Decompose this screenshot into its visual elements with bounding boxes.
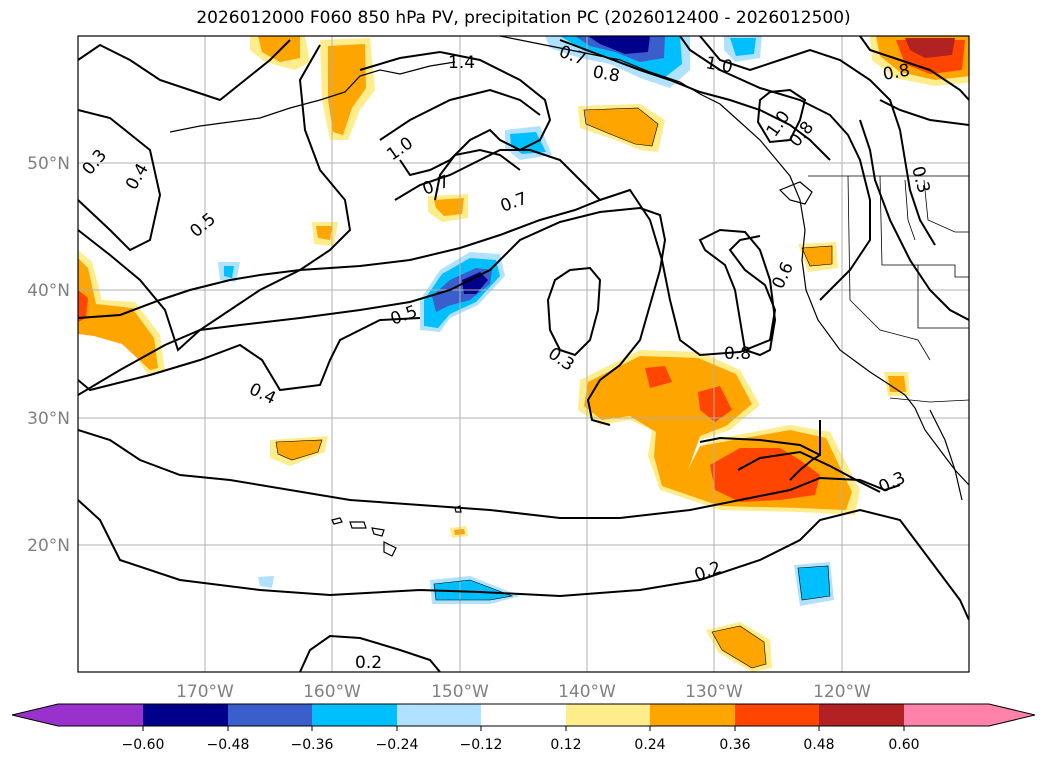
map-plot-area: 0.3 0.4 0.5 1.0 1.4 0.7 0.8 0.7 0.8 1.0 …: [78, 36, 969, 673]
colorbar-segment: [566, 704, 650, 726]
colorbar-outline: [11, 703, 1036, 727]
colorbar-segment: [819, 704, 904, 726]
precip-outlines: [275, 107, 833, 669]
coastlines: [169, 36, 969, 557]
colorbar-extend-min: [12, 704, 58, 726]
political-borders: [808, 175, 969, 403]
lat-tick-label: 20°N: [27, 536, 70, 556]
colorbar-tick-label: −0.12: [460, 737, 503, 753]
colorbar-segment: [312, 704, 397, 726]
colorbar-tick-label: −0.24: [376, 737, 419, 753]
contour-label: 1.4: [448, 53, 475, 73]
lon-tick-label: 130°W: [685, 682, 743, 702]
colorbar: −0.60 −0.48 −0.36 −0.24 −0.12 0.12 0.24 …: [11, 703, 1036, 753]
contour-label: 0.8: [881, 61, 911, 85]
colorbar-ticks: [142, 726, 905, 731]
colorbar-tick-label: −0.48: [207, 737, 250, 753]
map-frame: [77, 35, 970, 673]
latitude-labels: 50°N 40°N 30°N 20°N: [27, 154, 70, 556]
colorbar-tick-label: 0.48: [803, 737, 834, 753]
map-title: 2026012000 F060 850 hPa PV, precipitatio…: [196, 8, 851, 28]
lat-tick-label: 40°N: [27, 281, 70, 301]
lon-tick-label: 150°W: [431, 682, 489, 702]
colorbar-segment: [904, 704, 989, 726]
contour-label: 0.8: [724, 344, 751, 364]
colorbar-segment: [481, 704, 566, 726]
colorbar-tick-label: 0.60: [888, 737, 919, 753]
precip-positive-regions: [78, 36, 969, 672]
colorbar-segment: [143, 704, 228, 726]
lon-tick-label: 140°W: [558, 682, 616, 702]
longitude-labels: 170°W 160°W 150°W 140°W 130°W 120°W: [176, 682, 871, 702]
lon-tick-label: 120°W: [813, 682, 871, 702]
colorbar-segment: [650, 704, 735, 726]
colorbar-tick-label: 0.36: [719, 737, 750, 753]
colorbar-tick-label: −0.36: [291, 737, 334, 753]
contour-label: 0.2: [355, 653, 382, 673]
colorbar-tick-label: 0.24: [634, 737, 665, 753]
contour-label: 0.8: [591, 62, 621, 86]
lon-tick-label: 160°W: [303, 682, 361, 702]
colorbar-tick-label: −0.60: [122, 737, 165, 753]
contour-label: 1.0: [704, 53, 734, 77]
colorbar-extend-max: [989, 704, 1035, 726]
colorbar-segment: [735, 704, 819, 726]
colorbar-segment: [58, 704, 143, 726]
lat-tick-label: 50°N: [27, 154, 70, 174]
colorbar-segment: [228, 704, 312, 726]
colorbar-tick-label: 0.12: [550, 737, 581, 753]
lat-tick-label: 30°N: [27, 409, 70, 429]
colorbar-segment: [397, 704, 481, 726]
lon-tick-label: 170°W: [176, 682, 234, 702]
pv-contours: [78, 36, 969, 672]
